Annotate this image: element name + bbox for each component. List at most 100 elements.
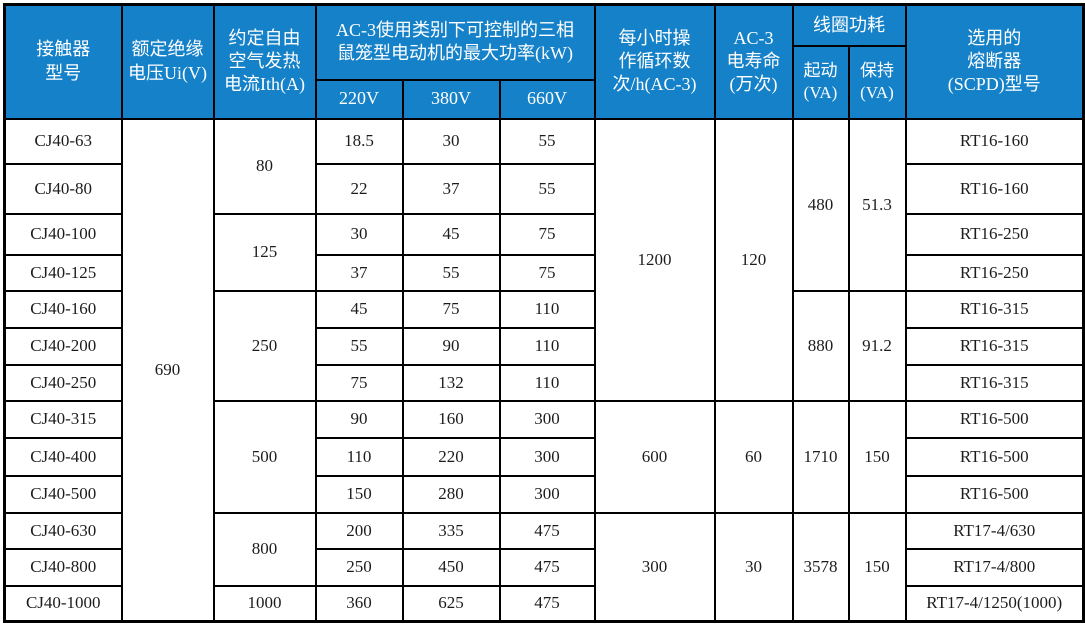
header-start-va: 起动 (VA) xyxy=(791,44,850,120)
cell-power-380v: 90 xyxy=(401,326,501,366)
cell-power-660v: 110 xyxy=(498,326,596,366)
cell-fuse-model: RT16-500 xyxy=(904,436,1085,477)
cell-fuse-model: RT16-315 xyxy=(904,363,1085,402)
header-contactor-model: 接触器 型号 xyxy=(3,3,123,120)
header-cycles-per-hour: 每小时操 作循环数 次/h(AC-3) xyxy=(593,3,716,120)
cell-ith: 500 xyxy=(212,399,317,514)
cell-model: CJ40-1000 xyxy=(3,584,123,623)
cell-power-220v: 55 xyxy=(314,326,404,366)
cell-model: CJ40-250 xyxy=(3,363,123,402)
cell-power-220v: 150 xyxy=(314,474,404,514)
header-row-mid: 起动 (VA) 保持 (VA) xyxy=(5,44,1084,120)
cell-fuse-model: RT16-315 xyxy=(904,326,1085,366)
header-coil-consumption: 线圈功耗 xyxy=(791,3,907,47)
cell-power-660v: 75 xyxy=(498,253,596,292)
cell-ith: 1000 xyxy=(212,584,317,623)
cell-hold-va: 91.2 xyxy=(847,289,907,402)
cell-model: CJ40-500 xyxy=(3,474,123,514)
cell-power-220v: 200 xyxy=(314,511,404,550)
cell-power-220v: 360 xyxy=(314,584,404,623)
cell-power-220v: 250 xyxy=(314,547,404,587)
cell-start-va: 880 xyxy=(791,289,850,402)
table-row: CJ40-800 250 450 475 RT17-4/800 xyxy=(3,547,1085,587)
cell-fuse-model: RT17-4/630 xyxy=(904,511,1085,550)
cell-fuse-model: RT16-500 xyxy=(904,474,1085,514)
cell-cycles-per-hour: 300 xyxy=(593,511,716,623)
cell-electrical-life: 120 xyxy=(713,117,794,402)
cell-ith: 800 xyxy=(212,511,317,587)
cell-power-660v: 75 xyxy=(498,212,596,256)
cell-model: CJ40-63 xyxy=(3,117,123,165)
cell-model: CJ40-400 xyxy=(3,436,123,477)
cell-fuse-model: RT17-4/800 xyxy=(904,547,1085,587)
cell-power-220v: 45 xyxy=(314,289,404,329)
cell-power-220v: 30 xyxy=(314,212,404,256)
header-hold-va: 保持 (VA) xyxy=(847,44,907,120)
cell-power-380v: 335 xyxy=(401,511,501,550)
cell-power-220v: 90 xyxy=(314,399,404,439)
cell-hold-va: 51.3 xyxy=(847,117,907,292)
cell-hold-va: 150 xyxy=(847,399,907,514)
cell-power-660v: 300 xyxy=(498,399,596,439)
header-thermal-current: 约定自由 空气发热 电流Ith(A) xyxy=(212,3,317,120)
table-row: CJ40-100 125 30 45 75 RT16-250 xyxy=(3,212,1085,292)
cell-power-380v: 220 xyxy=(401,436,501,477)
header-row-top: 接触器 型号 额定绝缘 电压Ui(V) 约定自由 空气发热 电流Ith(A) A… xyxy=(3,3,1085,120)
cell-power-660v: 110 xyxy=(498,363,596,402)
cell-model: CJ40-100 xyxy=(3,212,123,256)
cell-power-380v: 160 xyxy=(401,399,501,439)
table-row: CJ40-400 110 220 300 RT16-500 xyxy=(3,436,1085,477)
cell-power-380v: 45 xyxy=(401,212,501,256)
cell-fuse-model: RT16-500 xyxy=(904,399,1085,439)
cell-hold-va: 150 xyxy=(847,511,907,623)
header-ac3-max-power: AC-3使用类别下可控制的三相 鼠笼型电动机的最大功率(kW) xyxy=(314,3,596,81)
contactor-spec-table: 接触器 型号 额定绝缘 电压Ui(V) 约定自由 空气发热 电流Ith(A) A… xyxy=(3,3,1085,623)
cell-fuse-model: RT16-250 xyxy=(904,253,1085,292)
cell-insulation-voltage: 690 xyxy=(120,117,215,623)
cell-ith: 125 xyxy=(212,212,317,292)
header-220v: 220V xyxy=(314,78,404,120)
cell-start-va: 480 xyxy=(791,117,850,292)
table-row: CJ40-1000 1000 360 625 475 RT17-4/1250(1… xyxy=(3,584,1085,623)
cell-power-220v: 22 xyxy=(314,162,404,215)
cell-power-380v: 55 xyxy=(401,253,501,292)
table-row: CJ40-80 22 37 55 RT16-160 xyxy=(3,162,1085,215)
cell-cycles-per-hour: 1200 xyxy=(593,117,716,402)
cell-power-380v: 30 xyxy=(401,117,501,165)
cell-fuse-model: RT17-4/1250(1000) xyxy=(904,584,1085,623)
cell-cycles-per-hour: 600 xyxy=(593,399,716,514)
cell-model: CJ40-315 xyxy=(3,399,123,439)
header-insulation-voltage: 额定绝缘 电压Ui(V) xyxy=(120,3,215,120)
table-row: CJ40-500 150 280 300 RT16-500 xyxy=(3,474,1085,514)
cell-model: CJ40-125 xyxy=(3,253,123,292)
cell-power-380v: 280 xyxy=(401,474,501,514)
cell-fuse-model: RT16-250 xyxy=(904,212,1085,256)
cell-power-220v: 37 xyxy=(314,253,404,292)
cell-power-380v: 132 xyxy=(401,363,501,402)
header-660v: 660V xyxy=(498,78,596,120)
cell-power-380v: 450 xyxy=(401,547,501,587)
cell-power-660v: 475 xyxy=(498,584,596,623)
cell-start-va: 1710 xyxy=(791,399,850,514)
cell-fuse-model: RT16-315 xyxy=(904,289,1085,329)
cell-power-660v: 300 xyxy=(498,436,596,477)
cell-start-va: 3578 xyxy=(791,511,850,623)
cell-fuse-model: RT16-160 xyxy=(904,117,1085,165)
cell-electrical-life: 30 xyxy=(713,511,794,623)
cell-electrical-life: 60 xyxy=(713,399,794,514)
cell-power-660v: 55 xyxy=(498,117,596,165)
cell-model: CJ40-800 xyxy=(3,547,123,587)
table-row: CJ40-315 500 90 160 300 600 60 1710 150 … xyxy=(3,399,1085,514)
header-380v: 380V xyxy=(401,78,501,120)
cell-power-660v: 55 xyxy=(498,162,596,215)
cell-power-660v: 110 xyxy=(498,289,596,329)
cell-power-660v: 300 xyxy=(498,474,596,514)
header-fuse-model: 选用的 熔断器 (SCPD)型号 xyxy=(904,3,1085,120)
header-row-sub: 220V 380V 660V xyxy=(5,78,1084,120)
cell-power-220v: 110 xyxy=(314,436,404,477)
cell-fuse-model: RT16-160 xyxy=(904,162,1085,215)
cell-model: CJ40-630 xyxy=(3,511,123,550)
cell-model: CJ40-160 xyxy=(3,289,123,329)
table-row: CJ40-63 690 80 18.5 30 55 1200 120 480 5… xyxy=(3,117,1085,623)
cell-power-660v: 475 xyxy=(498,511,596,550)
